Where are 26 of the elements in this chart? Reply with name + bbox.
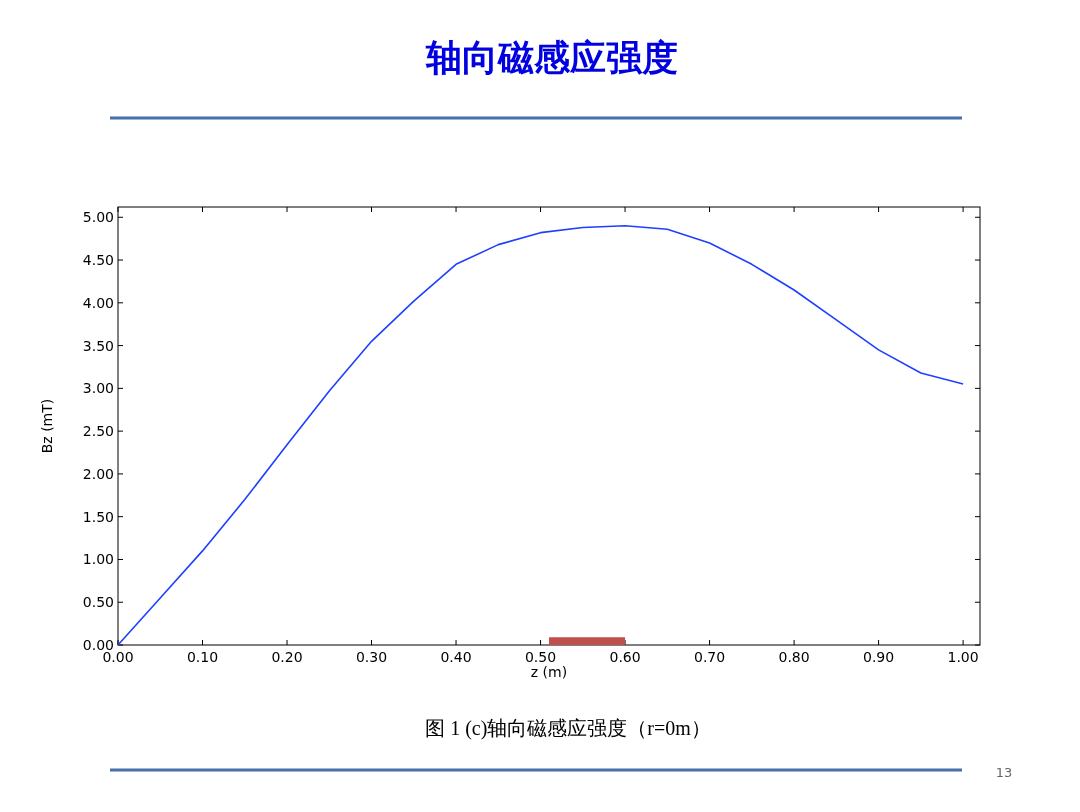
x-tick-label: 0.70 [693, 649, 726, 665]
x-tick-label: 0.40 [440, 649, 472, 665]
y-tick-label: 2.50 [82, 423, 114, 440]
x-tick-label: 0.90 [863, 649, 895, 665]
y-tick-label: 4.50 [82, 252, 114, 269]
x-tick-label: 0.80 [778, 649, 810, 665]
x-tick-label: 1.00 [947, 649, 979, 665]
y-tick-label: 0.50 [82, 594, 114, 611]
x-tick-label: 0.10 [186, 649, 219, 665]
caption: 图 1 (c)轴向磁感应强度（r=0m） [425, 717, 711, 740]
x-tick-label: 0.60 [609, 649, 641, 665]
x-tick-label: 0.50 [524, 649, 557, 665]
line-series [117, 225, 964, 646]
y-tick-label: 5.00 [82, 209, 114, 226]
x-axis-title: z (m) [530, 664, 568, 680]
y-tick-label: 3.00 [82, 380, 114, 397]
text: 13 [995, 765, 1013, 780]
y-tick-label: 1.50 [82, 508, 114, 525]
y-tick-label: 1.00 [82, 551, 114, 568]
y-tick-label: 2.00 [82, 465, 114, 482]
x-tick-label: 0.20 [271, 649, 303, 665]
x-tick-label: 0.30 [355, 649, 388, 665]
y-axis-title: Bz (mT) [39, 398, 55, 454]
y-tick-label: 3.50 [82, 337, 114, 354]
chart-title: 轴向磁感应强度 [425, 38, 678, 78]
y-tick-label: 4.00 [82, 294, 114, 311]
